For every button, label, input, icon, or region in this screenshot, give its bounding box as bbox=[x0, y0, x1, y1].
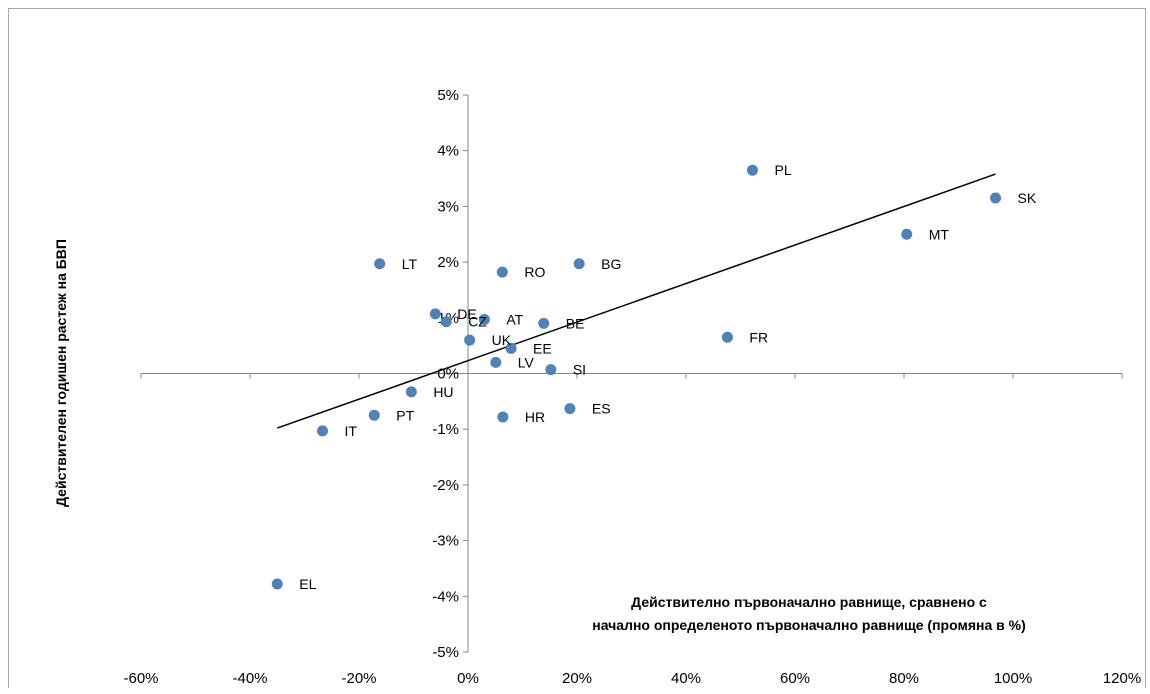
point-label-es: ES bbox=[592, 401, 611, 417]
x-tick-label: 60% bbox=[780, 670, 810, 687]
y-tick-label: -3% bbox=[432, 533, 459, 550]
point-label-lt: LT bbox=[402, 256, 418, 272]
y-tick-label: 5% bbox=[437, 87, 459, 104]
data-point-mt bbox=[901, 228, 913, 240]
data-point-de bbox=[429, 308, 441, 320]
point-label-pl: PL bbox=[774, 162, 791, 178]
trendline bbox=[276, 173, 996, 429]
point-label-hu: HU bbox=[433, 384, 453, 400]
data-point-it bbox=[316, 425, 328, 437]
data-point-si bbox=[545, 364, 557, 376]
x-axis-title-line: начално определеното първоначално равнищ… bbox=[592, 617, 1025, 633]
x-tick-label: 0% bbox=[457, 670, 479, 687]
trendline-group bbox=[276, 173, 996, 429]
point-label-sk: SK bbox=[1018, 190, 1037, 206]
point-label-be: BE bbox=[566, 315, 585, 331]
data-point-fr bbox=[721, 331, 733, 343]
point-label-cz: CZ bbox=[468, 314, 487, 330]
data-point-ee bbox=[505, 342, 517, 354]
x-tick-label: 80% bbox=[889, 670, 919, 687]
data-point-pt bbox=[368, 409, 380, 421]
data-point-lt bbox=[374, 258, 386, 270]
chart-area: -60% -40% -20% 0% 20% 40% 60% 80% 100% 120% -5% -4%… bbox=[8, 8, 1146, 688]
point-label-mt: MT bbox=[929, 226, 950, 242]
x-tick-label: 40% bbox=[671, 670, 701, 687]
data-point-el bbox=[271, 578, 283, 590]
data-point-es bbox=[564, 403, 576, 415]
y-tick-label: -2% bbox=[432, 477, 459, 494]
data-points bbox=[271, 164, 1002, 590]
x-tick-label: 100% bbox=[994, 670, 1032, 687]
y-tick-label: -4% bbox=[432, 588, 459, 605]
point-label-it: IT bbox=[344, 423, 357, 439]
data-point-hr bbox=[497, 411, 509, 423]
data-point-bg bbox=[573, 258, 585, 270]
point-label-si: SI bbox=[573, 362, 586, 378]
point-label-lv: LV bbox=[518, 354, 535, 370]
y-tick-label: 4% bbox=[437, 143, 459, 160]
y-axis-title: Действителен годишен растеж на БВП bbox=[53, 239, 69, 507]
x-tick-label: 120% bbox=[1103, 670, 1141, 687]
y-tick-label: 2% bbox=[437, 254, 459, 271]
x-tick-label: -40% bbox=[232, 670, 267, 687]
data-point-ro bbox=[496, 266, 508, 278]
data-point-be bbox=[538, 317, 550, 329]
data-point-at bbox=[478, 313, 490, 325]
data-point-hu bbox=[405, 386, 417, 398]
point-label-at: AT bbox=[506, 311, 523, 327]
y-tick-label: 3% bbox=[437, 198, 459, 215]
point-label-de: DE bbox=[457, 306, 476, 322]
data-point-sk bbox=[990, 192, 1002, 204]
data-point-uk bbox=[464, 334, 476, 346]
axis-titles: Действително първоначално равнище, сравн… bbox=[53, 239, 1026, 633]
point-label-hr: HR bbox=[525, 409, 545, 425]
x-tick-label: -20% bbox=[341, 670, 376, 687]
x-axis-title-line: Действително първоначално равнище, сравн… bbox=[631, 594, 987, 610]
data-point-pl bbox=[746, 164, 758, 176]
scatter-chart: -60% -40% -20% 0% 20% 40% 60% 80% 100% 120% -5% -4%… bbox=[53, 87, 1141, 687]
point-label-ro: RO bbox=[524, 264, 545, 280]
data-point-lv bbox=[490, 356, 502, 368]
point-label-pt: PT bbox=[396, 407, 414, 423]
y-tick-label: -1% bbox=[432, 421, 459, 438]
point-label-fr: FR bbox=[749, 329, 768, 345]
x-tick-label: -60% bbox=[123, 670, 158, 687]
x-tick-label: 20% bbox=[562, 670, 592, 687]
point-label-uk: UK bbox=[492, 332, 512, 348]
point-label-bg: BG bbox=[601, 256, 621, 272]
data-point-cz bbox=[440, 316, 452, 328]
point-label-el: EL bbox=[299, 576, 316, 592]
point-label-ee: EE bbox=[533, 340, 552, 356]
y-tick-label: -5% bbox=[432, 644, 459, 661]
